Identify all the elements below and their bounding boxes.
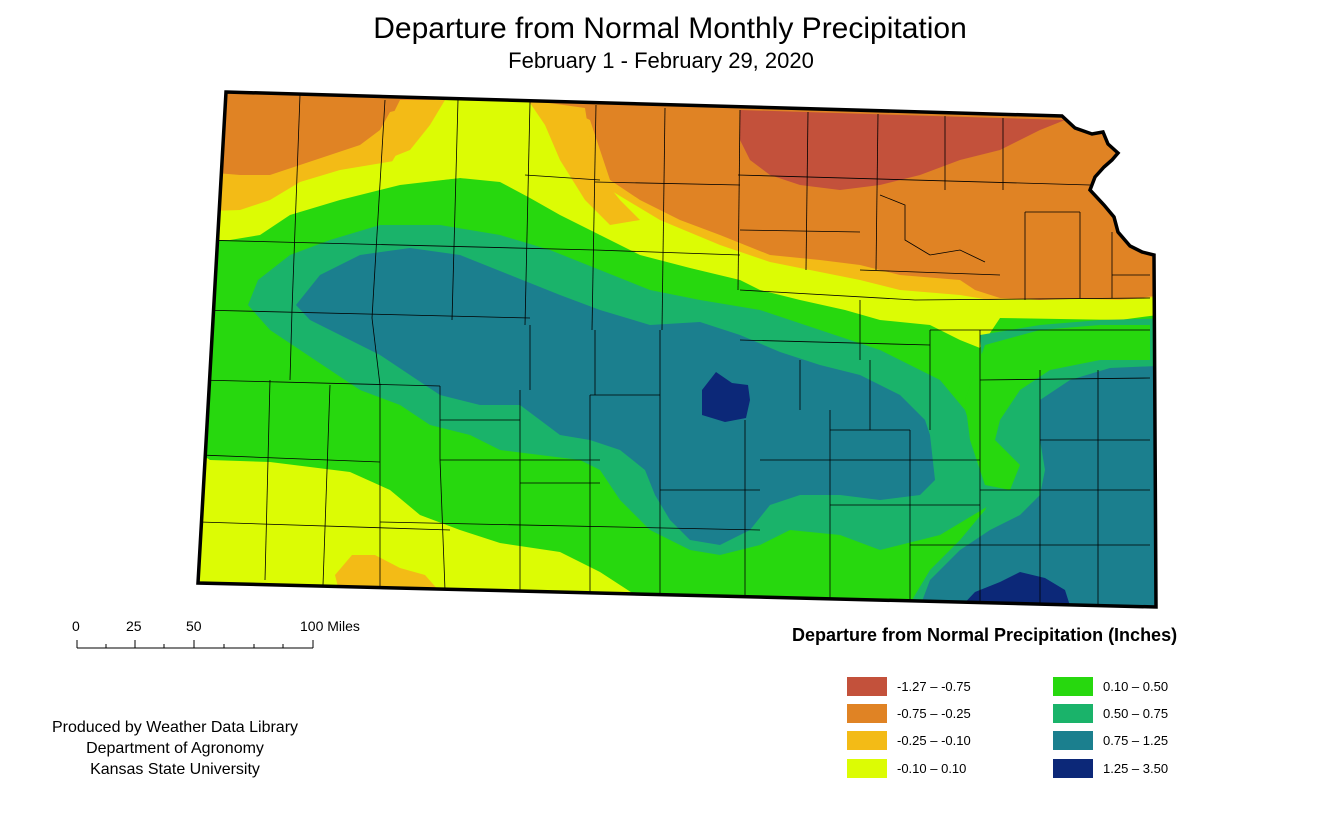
legend-item: 1.25 – 3.50: [1053, 759, 1168, 778]
zone-neg0.25-neg0.10-north-center: [385, 100, 445, 160]
scale-label-100-miles: 100 Miles: [300, 618, 360, 634]
credit-line-3: Kansas State University: [90, 761, 260, 778]
legend-swatch: [847, 759, 887, 778]
legend-label: -0.75 – -0.25: [897, 706, 971, 721]
scale-label-25: 25: [126, 618, 142, 634]
legend-swatch: [1053, 759, 1093, 778]
precipitation-zones: [198, 92, 1156, 607]
scale-label-50: 50: [186, 618, 202, 634]
county-boundaries: [199, 94, 1151, 605]
legend-swatch: [847, 704, 887, 723]
zone-neg0.10-0.10-north-center: [390, 100, 620, 235]
credit-line-2: Department of Agronomy: [86, 740, 264, 757]
scale-bar-graphic: [76, 640, 314, 649]
legend-item: -1.27 – -0.75: [847, 677, 971, 696]
legend-swatch: [1053, 677, 1093, 696]
credit-line-1: Produced by Weather Data Library: [51, 719, 299, 736]
legend-swatch: [847, 731, 887, 750]
legend-label: -1.27 – -0.75: [897, 679, 971, 694]
zone-neg0.10-0.10-southwest: [198, 440, 640, 607]
zone-1.25-3.50-central: [702, 372, 750, 422]
legend-item: -0.75 – -0.25: [847, 704, 971, 723]
legend-swatch: [847, 677, 887, 696]
legend-label: 0.10 – 0.50: [1103, 679, 1169, 694]
legend-item: 0.75 – 1.25: [1053, 731, 1168, 750]
legend-label: -0.25 – -0.10: [897, 733, 971, 748]
scale-label-0: 0: [72, 618, 80, 634]
state-outline: [196, 90, 1158, 609]
zone-0.75-1.25-east: [915, 365, 1156, 607]
legend-item: 0.50 – 0.75: [1053, 704, 1168, 723]
legend-label: -0.10 – 0.10: [897, 761, 967, 776]
zone-0.75-1.25-central: [296, 248, 935, 545]
legend-item: -0.10 – 0.10: [847, 759, 966, 778]
legend-label: 0.50 – 0.75: [1103, 706, 1169, 721]
zone-neg0.25-neg0.10-north-center-2: [528, 100, 640, 225]
legend-label: 1.25 – 3.50: [1103, 761, 1169, 776]
legend-title: Departure from Normal Precipitation (Inc…: [792, 625, 1178, 645]
legend-label: 0.75 – 1.25: [1103, 733, 1169, 748]
credit-block: Produced by Weather Data Library Departm…: [30, 717, 320, 780]
zone-neg1.27-neg0.75: [740, 110, 1065, 190]
legend-item: -0.25 – -0.10: [847, 731, 971, 750]
map-subtitle: February 1 - February 29, 2020: [508, 48, 814, 73]
map-title: Departure from Normal Monthly Precipitat…: [373, 12, 967, 45]
zone-0.10-0.50-east-gap: [965, 325, 1150, 490]
legend-swatch: [1053, 731, 1093, 750]
legend-swatch: [1053, 704, 1093, 723]
legend-item: 0.10 – 0.50: [1053, 677, 1168, 696]
